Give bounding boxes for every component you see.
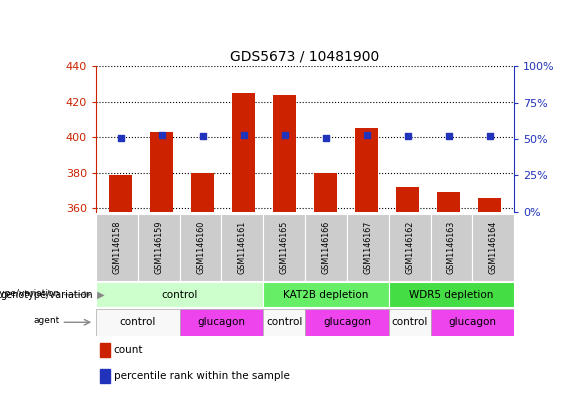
Text: genotype/variation: genotype/variation	[0, 289, 59, 298]
Text: control: control	[266, 317, 302, 327]
Bar	[96, 214, 138, 281]
Text: GSM1146161: GSM1146161	[238, 220, 247, 274]
Text: GSM1146162: GSM1146162	[405, 220, 414, 274]
Bar	[110, 174, 132, 212]
Bar	[96, 309, 180, 336]
Text: GSM1146167: GSM1146167	[363, 220, 372, 274]
Text: control: control	[162, 290, 198, 299]
Bar	[96, 282, 263, 307]
Bar	[472, 214, 514, 281]
Text: agent: agent	[33, 316, 59, 325]
Point	[321, 134, 330, 141]
Text: glucagon: glucagon	[198, 317, 245, 327]
Text: GSM1146164: GSM1146164	[489, 220, 498, 274]
Point	[280, 132, 289, 138]
Bar	[232, 93, 255, 212]
Bar	[180, 309, 263, 336]
Bar	[263, 282, 389, 307]
Bar	[221, 214, 263, 281]
Text: control: control	[120, 317, 156, 327]
Text: WDR5 depletion: WDR5 depletion	[409, 290, 494, 299]
Bar	[192, 173, 214, 212]
Bar	[355, 129, 378, 212]
Bar	[263, 214, 305, 281]
Point	[239, 132, 248, 138]
Bar	[479, 198, 501, 212]
Bar	[305, 214, 347, 281]
Point	[485, 133, 494, 140]
Text: GSM1146163: GSM1146163	[447, 220, 456, 274]
Point	[444, 133, 453, 140]
Bar	[150, 132, 173, 212]
Text: count: count	[114, 345, 144, 355]
Text: glucagon: glucagon	[449, 317, 496, 327]
Text: GSM1146160: GSM1146160	[196, 220, 205, 274]
Bar	[347, 214, 389, 281]
Bar	[389, 309, 431, 336]
Bar	[314, 173, 337, 212]
Point	[403, 133, 412, 140]
Bar	[305, 309, 389, 336]
Text: control: control	[392, 317, 428, 327]
Text: glucagon: glucagon	[323, 317, 371, 327]
Bar	[431, 309, 514, 336]
Text: ▶: ▶	[94, 290, 105, 299]
Text: genotype/variation: genotype/variation	[1, 290, 93, 299]
Bar	[100, 343, 110, 357]
Bar	[389, 214, 431, 281]
Text: GSM1146158: GSM1146158	[112, 220, 121, 274]
Point	[116, 134, 125, 141]
Bar	[263, 309, 305, 336]
Bar	[389, 282, 514, 307]
Point	[362, 132, 371, 138]
Bar	[431, 214, 472, 281]
Text: KAT2B depletion: KAT2B depletion	[283, 290, 369, 299]
Text: GSM1146159: GSM1146159	[154, 220, 163, 274]
Point	[198, 133, 207, 140]
Bar	[273, 95, 296, 212]
Bar	[437, 192, 460, 212]
Bar	[180, 214, 221, 281]
Bar	[396, 187, 419, 212]
Point	[157, 132, 166, 138]
Bar	[138, 214, 180, 281]
Bar	[100, 369, 110, 383]
Title: GDS5673 / 10481900: GDS5673 / 10481900	[231, 50, 380, 64]
Text: percentile rank within the sample: percentile rank within the sample	[114, 371, 290, 381]
Text: GSM1146165: GSM1146165	[280, 220, 289, 274]
Text: GSM1146166: GSM1146166	[321, 220, 331, 274]
